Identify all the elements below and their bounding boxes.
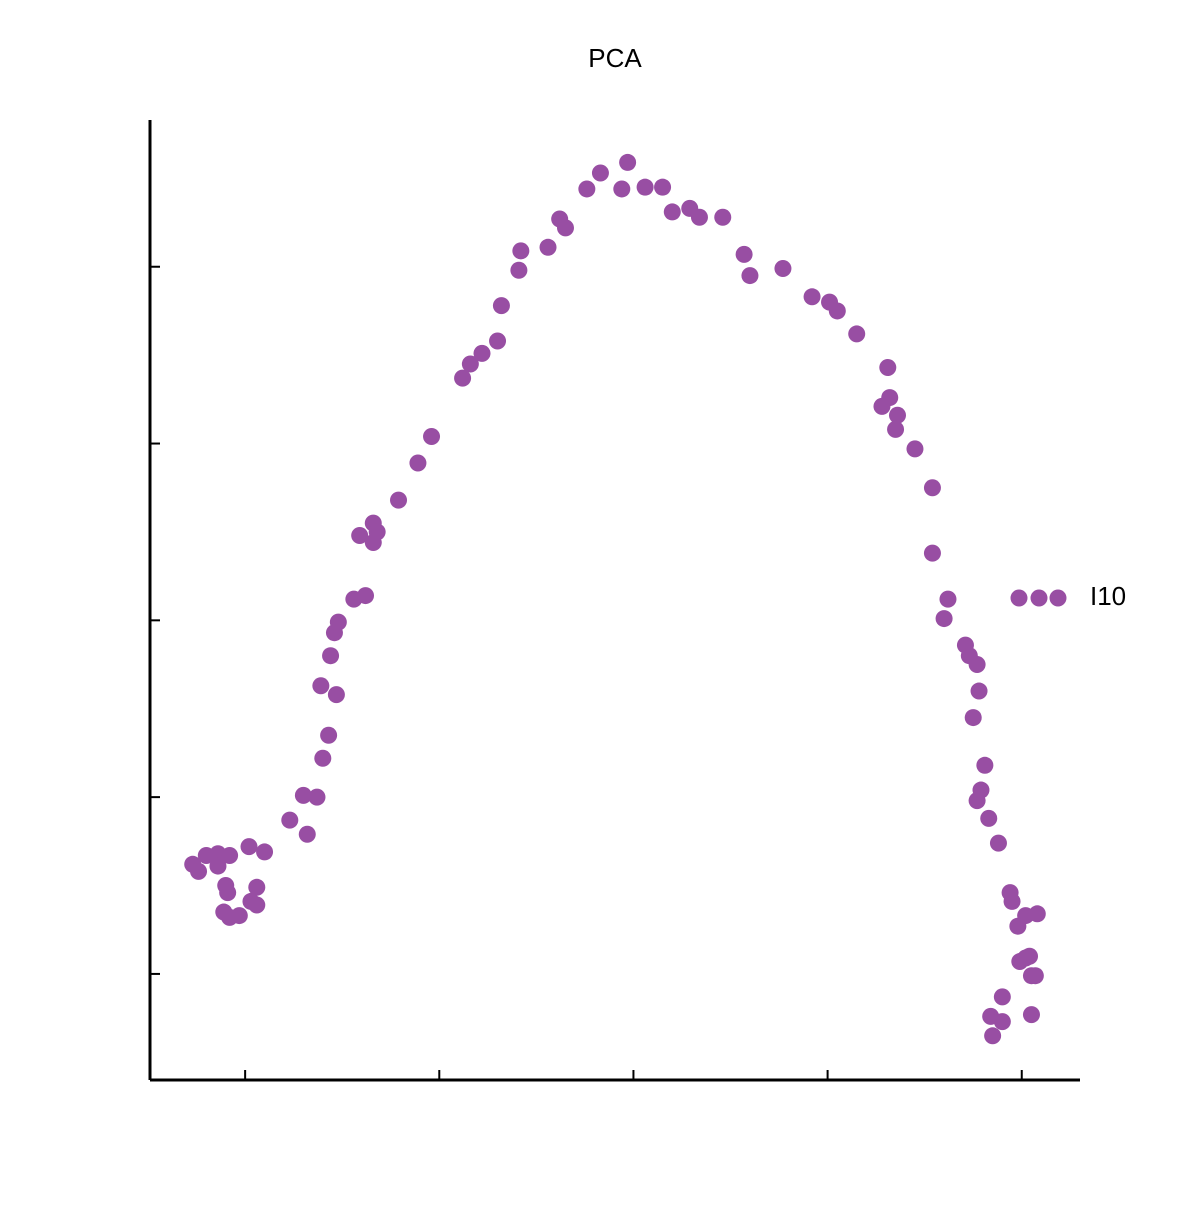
- point: [510, 261, 528, 279]
- point: [312, 677, 330, 695]
- point: [368, 523, 386, 541]
- point: [423, 427, 441, 445]
- point: [294, 786, 312, 804]
- point: [219, 884, 237, 902]
- point: [281, 811, 299, 829]
- point: [209, 857, 227, 875]
- point: [473, 344, 491, 362]
- point: [221, 846, 239, 864]
- point: [1003, 892, 1021, 910]
- point: [873, 397, 891, 415]
- point: [976, 756, 994, 774]
- point: [454, 369, 472, 387]
- point: [240, 838, 258, 856]
- point: [248, 878, 266, 896]
- point: [654, 178, 672, 196]
- point: [993, 1013, 1011, 1031]
- point: [714, 208, 732, 226]
- point: [578, 180, 596, 198]
- point: [314, 749, 332, 767]
- point: [906, 440, 924, 458]
- legend-label: I10: [1090, 581, 1126, 611]
- point: [879, 359, 897, 377]
- point: [923, 544, 941, 562]
- point: [190, 862, 208, 880]
- point: [351, 526, 369, 544]
- point: [591, 164, 609, 182]
- point: [320, 726, 338, 744]
- point: [968, 656, 986, 674]
- chart-title: PCA: [588, 43, 642, 73]
- point: [1026, 967, 1044, 985]
- point: [993, 988, 1011, 1006]
- point: [1022, 1006, 1040, 1024]
- point: [939, 590, 957, 608]
- point: [613, 180, 631, 198]
- point: [230, 907, 248, 925]
- point: [828, 302, 846, 320]
- point: [735, 245, 753, 263]
- point: [1021, 947, 1039, 965]
- point: [923, 479, 941, 497]
- point: [803, 288, 821, 306]
- legend-marker: [1049, 589, 1067, 607]
- point: [298, 825, 316, 843]
- point: [322, 647, 340, 665]
- point: [690, 208, 708, 226]
- legend-marker: [1030, 589, 1048, 607]
- point: [556, 219, 574, 237]
- point: [461, 355, 479, 373]
- point: [539, 238, 557, 256]
- point: [1028, 905, 1046, 923]
- point: [489, 332, 507, 350]
- point: [256, 843, 274, 861]
- point: [964, 709, 982, 727]
- point: [308, 788, 326, 806]
- point: [409, 454, 427, 472]
- point: [327, 686, 345, 704]
- point: [248, 896, 266, 914]
- point: [390, 491, 408, 509]
- point: [935, 610, 953, 628]
- point: [887, 420, 905, 438]
- point: [989, 834, 1007, 852]
- point: [492, 297, 510, 315]
- point: [848, 325, 866, 343]
- point: [980, 809, 998, 827]
- point: [774, 260, 792, 278]
- point: [636, 178, 654, 196]
- point: [984, 1027, 1002, 1045]
- point: [357, 587, 375, 605]
- point: [619, 153, 637, 171]
- point: [970, 682, 988, 700]
- point: [663, 203, 681, 221]
- point: [741, 267, 759, 285]
- point: [329, 613, 347, 631]
- legend-marker: [1010, 589, 1028, 607]
- point: [888, 406, 906, 424]
- point: [512, 242, 530, 260]
- point: [968, 792, 986, 810]
